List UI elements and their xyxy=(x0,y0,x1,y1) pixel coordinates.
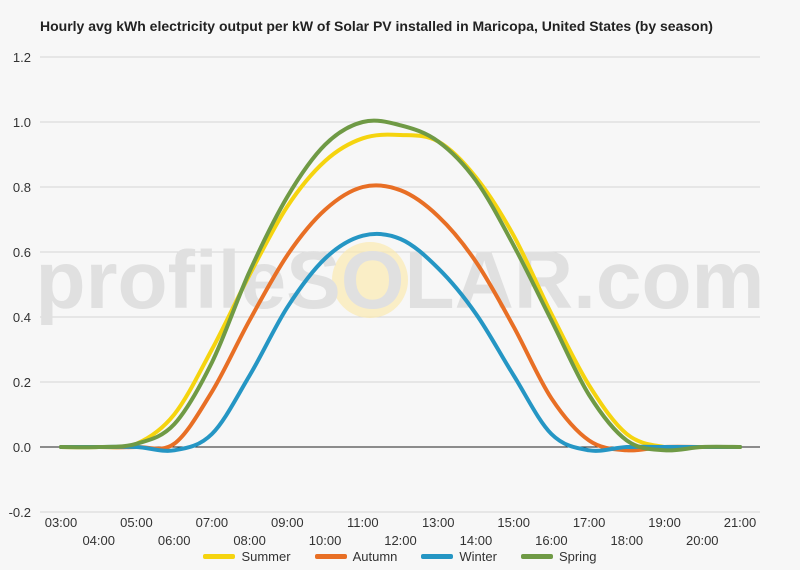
watermark-text: profileSOLAR.com xyxy=(36,235,765,326)
x-tick-label: 12:00 xyxy=(384,533,417,548)
x-tick-label: 07:00 xyxy=(196,515,229,530)
y-tick-label: 0.6 xyxy=(13,245,31,260)
x-tick-label: 05:00 xyxy=(120,515,153,530)
x-tick-label: 04:00 xyxy=(82,533,115,548)
y-tick-label: 1.2 xyxy=(13,50,31,65)
legend-label: Winter xyxy=(459,549,497,564)
x-tick-label: 19:00 xyxy=(648,515,681,530)
legend-swatch xyxy=(203,554,236,559)
x-tick-label: 13:00 xyxy=(422,515,455,530)
x-tick-label: 15:00 xyxy=(497,515,530,530)
series-line-winter xyxy=(59,231,742,453)
x-tick-label: 03:00 xyxy=(45,515,78,530)
y-tick-label: -0.2 xyxy=(9,505,31,520)
legend: Summer Autumn Winter Spring xyxy=(0,549,800,564)
axis-labels: 1.2 1.0 0.8 0.6 0.4 0.2 0.0 -0.2 03:00 04:00 05:00… xyxy=(9,50,757,548)
legend-item-spring[interactable]: Spring xyxy=(520,549,597,564)
x-tick-label: 17:00 xyxy=(573,515,606,530)
legend-swatch xyxy=(314,554,347,559)
legend-item-autumn[interactable]: Autumn xyxy=(314,549,398,564)
x-tick-label: 10:00 xyxy=(309,533,342,548)
series-line-summer xyxy=(59,132,742,450)
series-line-autumn xyxy=(59,183,742,453)
legend-item-summer[interactable]: Summer xyxy=(203,549,291,564)
legend-label: Autumn xyxy=(352,549,398,564)
y-tick-label: 0.8 xyxy=(13,180,31,195)
chart-title: Hourly avg kWh electricity output per kW… xyxy=(40,18,713,34)
x-tick-label: 06:00 xyxy=(158,533,191,548)
x-tick-label: 16:00 xyxy=(535,533,568,548)
watermark: profileSOLAR.com xyxy=(36,235,765,326)
x-tick-label: 09:00 xyxy=(271,515,304,530)
legend-item-winter[interactable]: Winter xyxy=(421,549,497,564)
x-tick-label: 21:00 xyxy=(724,515,757,530)
x-tick-label: 11:00 xyxy=(347,515,379,530)
x-tick-label: 18:00 xyxy=(611,533,644,548)
x-tick-label: 08:00 xyxy=(233,533,266,548)
y-tick-label: 0.4 xyxy=(13,310,31,325)
y-tick-label: 1.0 xyxy=(13,115,31,130)
legend-swatch xyxy=(421,554,454,559)
series-lines xyxy=(59,118,742,453)
legend-label: Spring xyxy=(558,549,597,564)
y-tick-label: 0.0 xyxy=(13,440,31,455)
y-tick-label: 0.2 xyxy=(13,375,31,390)
x-tick-label: 14:00 xyxy=(460,533,493,548)
x-tick-label: 20:00 xyxy=(686,533,719,548)
legend-swatch xyxy=(520,554,553,559)
watermark-sun xyxy=(332,242,408,318)
legend-label: Summer xyxy=(241,549,291,564)
series-line-spring xyxy=(59,118,742,453)
